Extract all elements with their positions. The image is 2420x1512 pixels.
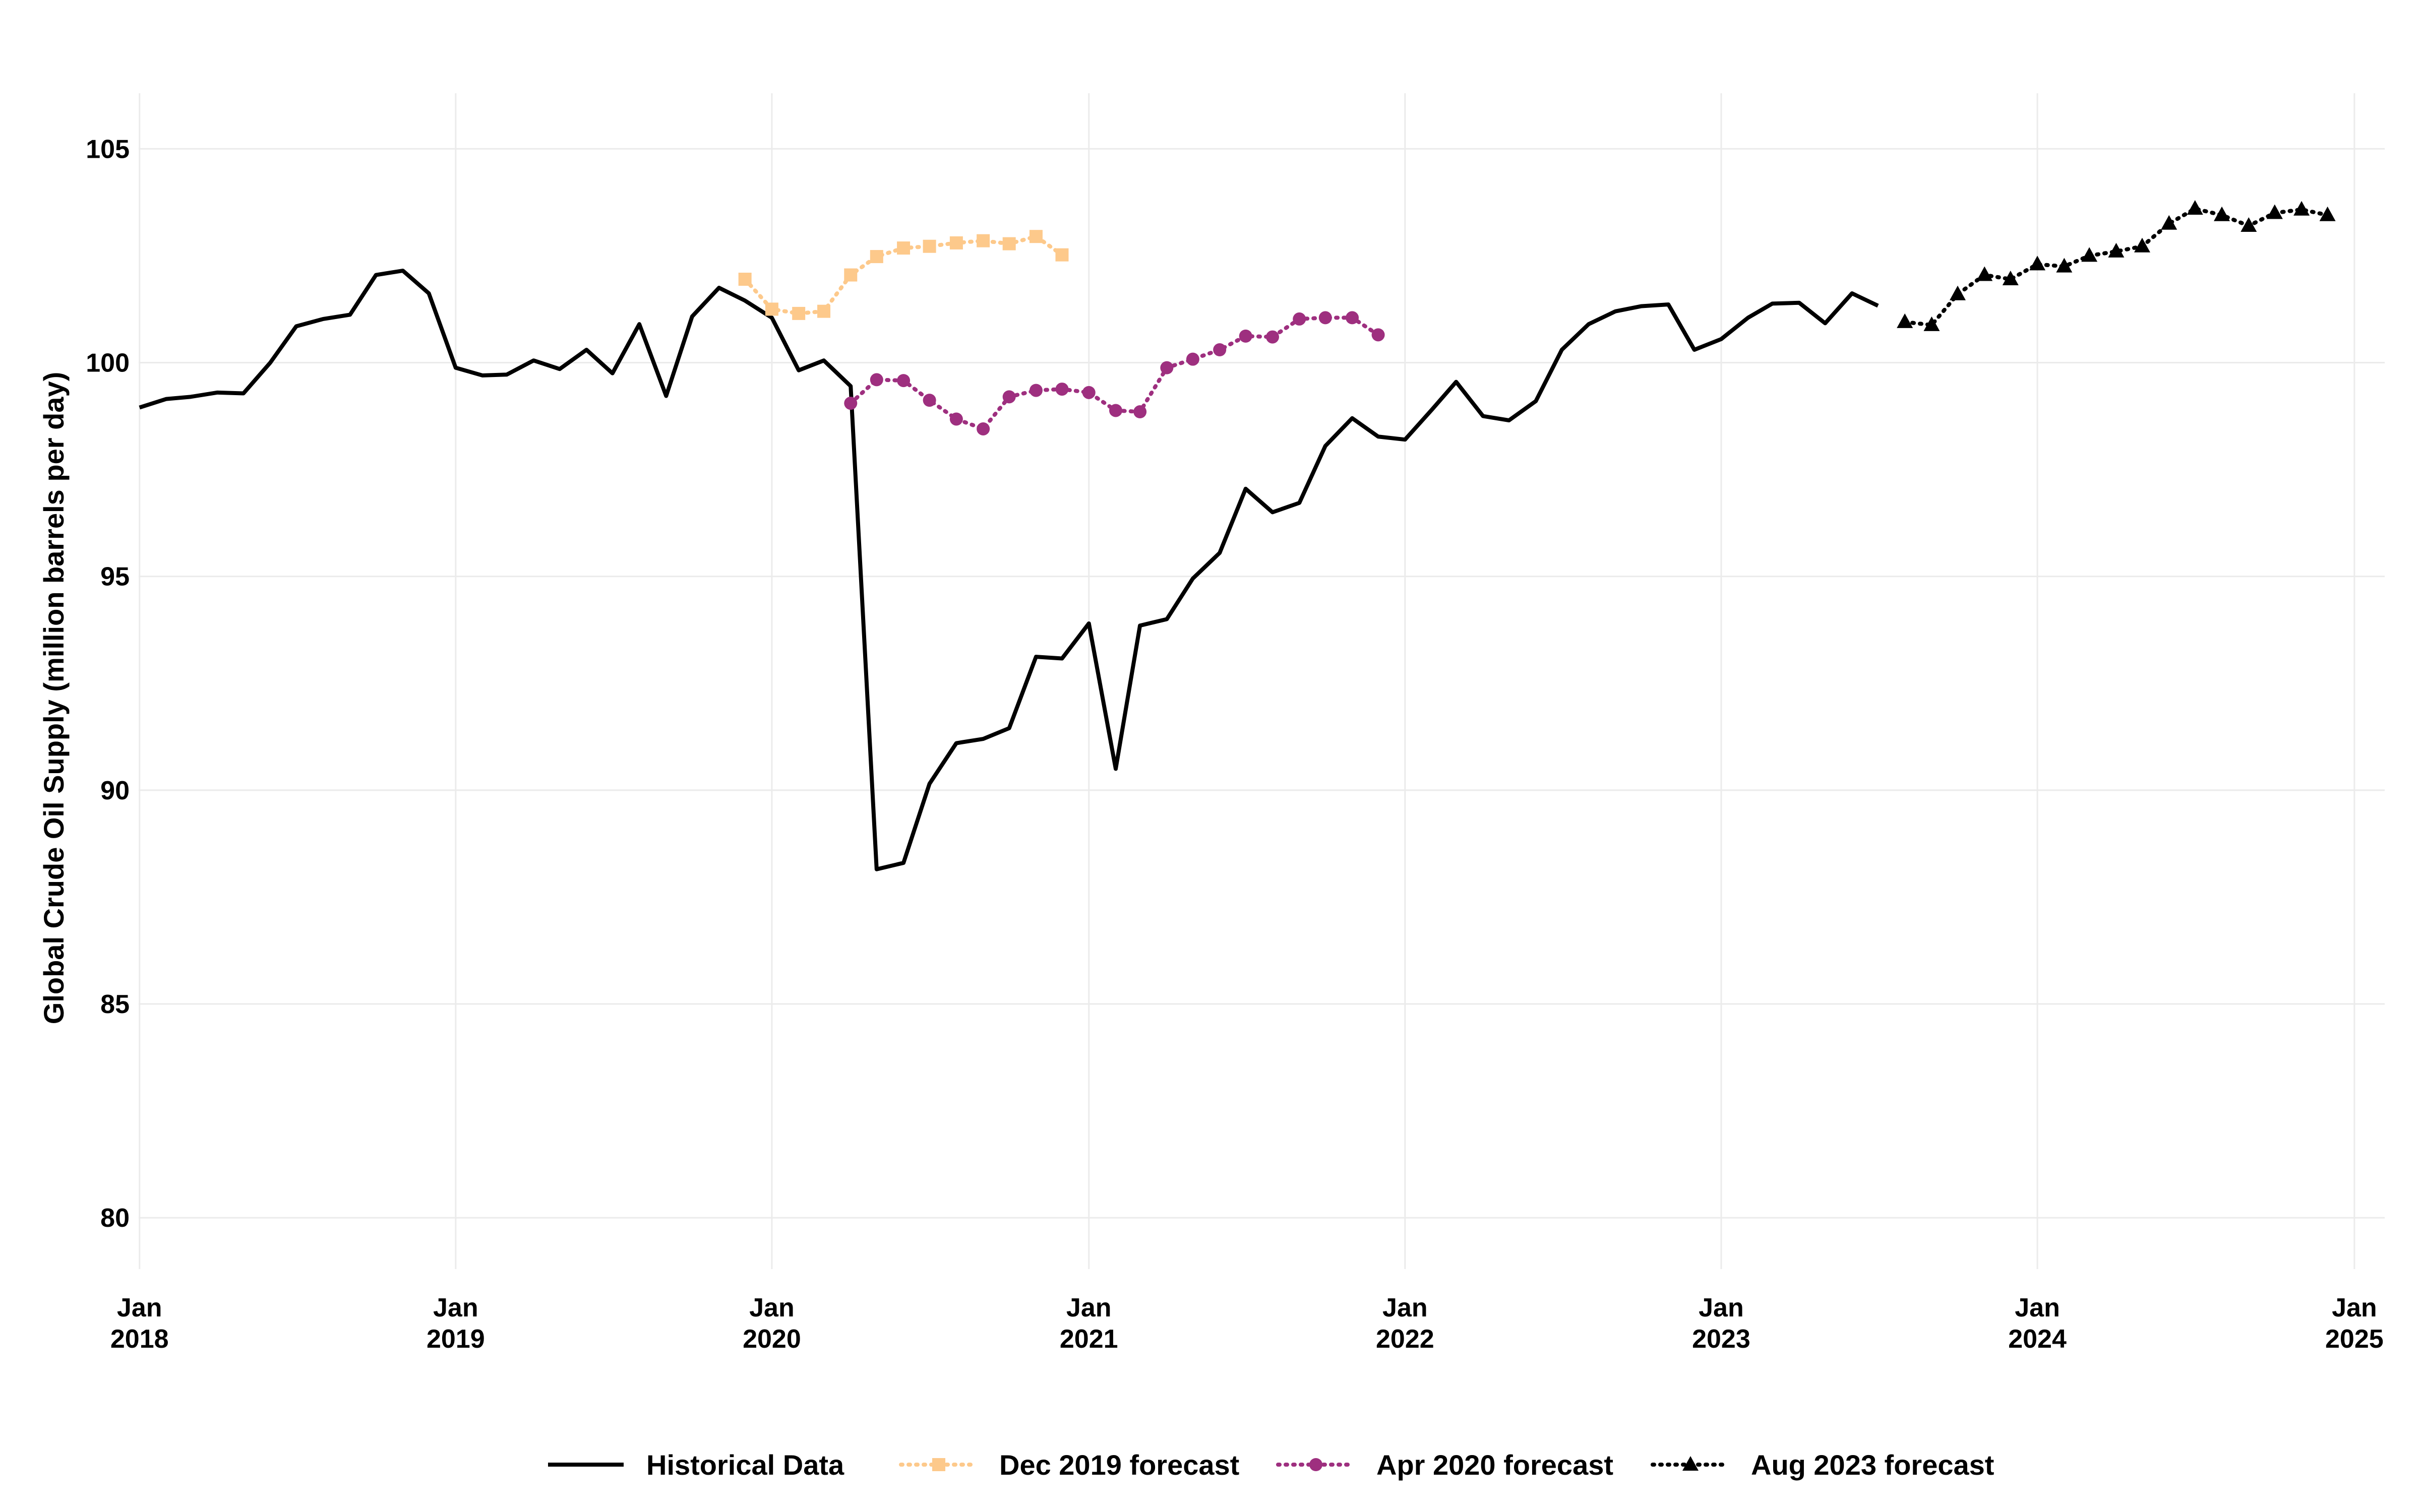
aug-2023-forecast-point: [1923, 316, 1940, 331]
legend-item-historical-data: Historical Data: [548, 1449, 844, 1481]
apr-2020-forecast-point: [1109, 404, 1123, 417]
y-tick-label: 105: [86, 135, 130, 164]
dec-2019-forecast-point: [1002, 237, 1016, 250]
aug-2023-forecast-point: [2293, 201, 2310, 216]
x-tick-label: Jan 2023: [1692, 1293, 1750, 1354]
apr-2020-forecast-point: [1160, 361, 1174, 374]
x-tick-label: Jan 2022: [1376, 1293, 1434, 1354]
aug-2023-forecast-point: [2213, 206, 2230, 221]
x-axis-ticks: Jan 2018 Jan 2019 Jan 2020 Jan 2021 Jan 2022 Jan 20…: [110, 1293, 2384, 1354]
aug-2023-forecast-point: [2002, 271, 2019, 286]
apr-2020-forecast-point: [870, 373, 883, 387]
dec-2019-forecast-point: [765, 302, 778, 316]
aug-2023-forecast-point: [2161, 215, 2177, 230]
apr-2020-forecast-point: [1265, 330, 1279, 344]
legend-label: Aug 2023 forecast: [1751, 1449, 1994, 1481]
x-tick-label: Jan 2025: [2325, 1293, 2384, 1354]
y-tick-label: 100: [86, 348, 130, 377]
legend: Historical Data Dec 2019 forecast Apr 2020…: [548, 1449, 1994, 1481]
x-tick-label: Jan 2020: [743, 1293, 801, 1354]
apr-2020-forecast-point: [844, 397, 858, 410]
legend-label: Dec 2019 forecast: [999, 1449, 1239, 1481]
aug-2023-forecast-point: [1976, 266, 1993, 281]
apr-2020-forecast-point: [1186, 352, 1199, 366]
dec-2019-forecast-point: [738, 273, 752, 286]
legend-label: Apr 2020 forecast: [1376, 1449, 1613, 1481]
dec-2019-forecast-point: [844, 268, 858, 282]
dec-2019-forecast-point: [949, 236, 963, 249]
aug-2023-forecast-point: [2029, 256, 2046, 271]
dec-2019-forecast-point: [923, 239, 936, 253]
apr-2020-forecast-point: [949, 412, 963, 426]
aug-2023-forecast-point: [2134, 237, 2150, 253]
aug-2023-forecast-point: [2056, 258, 2073, 273]
x-tick-label: Jan 2024: [2008, 1293, 2067, 1354]
legend-item-apr-2020-forecast: Apr 2020 forecast: [1276, 1449, 1613, 1481]
aug-2023-forecast-line: [1903, 207, 2330, 327]
legend-label: Historical Data: [646, 1449, 844, 1481]
apr-2020-forecast-point: [897, 374, 911, 388]
y-axis-label: Global Crude Oil Supply (million barrels…: [38, 372, 70, 1024]
apr-2020-forecast-point: [1133, 405, 1147, 419]
dec-2019-forecast-point: [897, 241, 911, 255]
dec-2019-forecast-point: [1029, 230, 1043, 243]
legend-item-aug-2023-forecast: Aug 2023 forecast: [1651, 1449, 1994, 1481]
aug-2023-forecast-point: [2319, 206, 2336, 221]
legend-marker: [1682, 1456, 1699, 1471]
apr-2020-forecast-point: [1213, 343, 1227, 357]
aug-2023-forecast-point: [1949, 285, 1966, 300]
apr-2020-forecast-point: [1002, 390, 1016, 404]
apr-2020-forecast-point: [1239, 329, 1252, 343]
apr-2020-forecast-point: [923, 394, 936, 407]
dec-2019-forecast-point: [1055, 248, 1069, 262]
dec-2019-forecast-point: [817, 304, 831, 318]
apr-2020-forecast-point: [1371, 328, 1385, 342]
y-axis-ticks: 80 85 90 95 100 105: [86, 135, 130, 1233]
aug-2023-forecast-point: [1897, 313, 1913, 328]
historical-data-line: [139, 269, 1879, 871]
grid-lines: [139, 93, 2385, 1269]
dec-2019-forecast-point: [792, 306, 806, 320]
apr-2020-forecast-point: [1293, 312, 1306, 326]
aug-2023-forecast-point: [2081, 247, 2098, 262]
series-lines: [139, 207, 2330, 871]
dec-2019-forecast-point: [870, 250, 883, 264]
y-tick-label: 90: [100, 776, 130, 805]
dec-2019-forecast-point: [977, 234, 990, 247]
aug-2023-forecast-point: [2241, 217, 2257, 232]
legend-marker: [932, 1458, 945, 1471]
series-markers: [738, 200, 2336, 435]
y-tick-label: 80: [100, 1204, 130, 1233]
aug-2023-forecast-point: [2187, 200, 2203, 215]
y-tick-label: 85: [100, 990, 130, 1019]
aug-2023-forecast-point: [2108, 242, 2125, 258]
apr-2020-forecast-point: [1029, 384, 1043, 397]
x-tick-label: Jan 2018: [110, 1293, 169, 1354]
aug-2023-forecast-point: [2266, 204, 2283, 219]
apr-2020-forecast-point: [977, 422, 990, 435]
y-tick-label: 95: [100, 562, 130, 592]
x-tick-label: Jan 2021: [1060, 1293, 1118, 1354]
apr-2020-forecast-point: [1055, 383, 1069, 396]
x-tick-label: Jan 2019: [427, 1293, 485, 1354]
legend-marker: [1309, 1458, 1322, 1471]
legend-item-dec-2019-forecast: Dec 2019 forecast: [899, 1449, 1239, 1481]
apr-2020-forecast-point: [1318, 311, 1332, 325]
apr-2020-forecast-point: [1082, 386, 1096, 399]
apr-2020-forecast-point: [1346, 311, 1359, 325]
